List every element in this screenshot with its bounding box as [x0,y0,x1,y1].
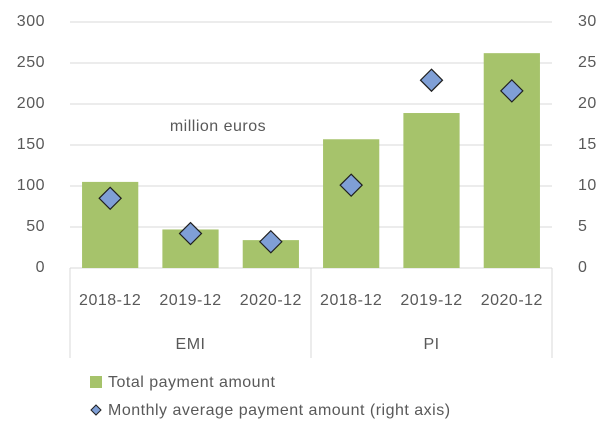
diamond-marker [98,186,123,211]
x-tick-label: 2019-12 [159,292,221,309]
y-tick-label: 100 [17,177,45,194]
diamond-marker [499,79,524,103]
y2-tick-label: 15 [578,136,597,153]
y2-tick-label: 10 [578,177,597,194]
x-tick-label: 2020-12 [481,292,543,309]
y2-tick-label: 5 [578,218,587,235]
y-tick-label: 150 [17,136,45,153]
diamond-marker [178,221,203,246]
bar [403,113,460,269]
diamond-marker [339,173,364,198]
bar [323,139,380,268]
diamond-marker [258,229,283,254]
x-tick-label: 2019-12 [400,292,462,309]
legend-label: Total payment amount [108,374,275,391]
x-tick-label: 2018-12 [320,292,382,309]
group-label: EMI [176,336,206,353]
annotation: million euros [170,118,266,135]
legend-swatch [90,404,102,416]
y2-tick-label: 30 [578,13,597,30]
y-tick-label: 250 [17,54,45,71]
group-label: PI [423,336,439,353]
y-tick-label: 50 [26,218,45,235]
y-tick-label: 200 [17,95,45,112]
y2-tick-label: 20 [578,95,597,112]
diamond-marker [419,68,444,93]
legend-label: Monthly average payment amount (right ax… [108,402,451,419]
x-tick-label: 2018-12 [79,292,141,309]
x-tick-label: 2020-12 [240,292,302,309]
y2-tick-label: 25 [578,54,597,71]
y-tick-label: 300 [17,13,45,30]
legend-swatch [90,376,102,388]
y2-tick-label: 0 [578,259,587,276]
y-tick-label: 0 [36,259,45,276]
